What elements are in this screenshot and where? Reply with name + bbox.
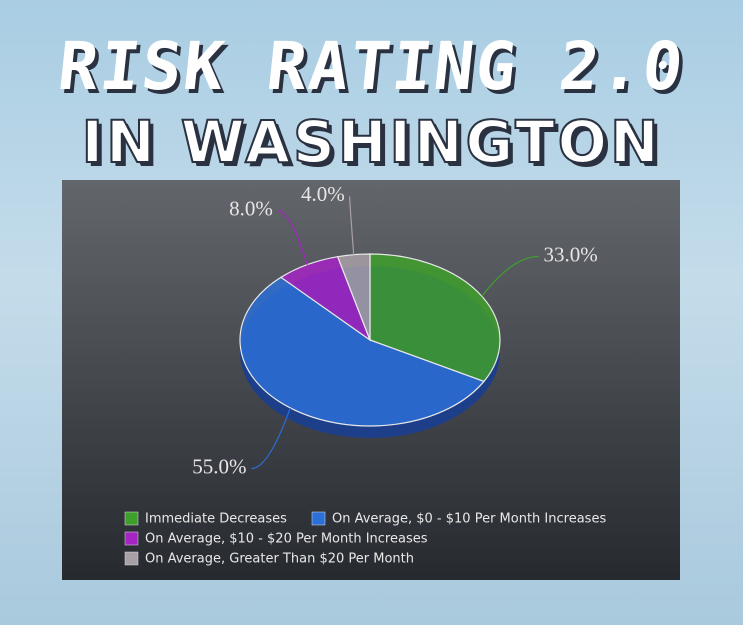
legend-label: On Average, $10 - $20 Per Month Increase… — [145, 532, 428, 547]
legend-swatch — [124, 551, 139, 566]
subtitle: IN WASHINGTON — [80, 107, 662, 177]
leader-line — [481, 255, 539, 297]
leader-line — [277, 210, 308, 265]
data-label: 55.0% — [192, 454, 246, 478]
legend-label: Immediate Decreases — [145, 512, 287, 527]
legend-label: On Average, Greater Than $20 Per Month — [145, 552, 414, 567]
data-label: 8.0% — [229, 197, 273, 221]
data-label: 4.0% — [301, 182, 345, 206]
data-label: 33.0% — [543, 242, 597, 266]
leader-line — [349, 195, 355, 255]
pie-slice — [369, 253, 501, 383]
pie-slice — [336, 253, 371, 341]
leader-line — [251, 407, 291, 470]
pie: 33.0% 55.0% 8.0% 4.0% Immediate Decreases On … — [124, 182, 606, 567]
legend-swatch — [124, 511, 139, 526]
legend-swatch — [124, 531, 139, 546]
legend-label: On Average, $0 - $10 Per Month Increases — [332, 512, 606, 527]
legend-swatch — [311, 511, 326, 526]
